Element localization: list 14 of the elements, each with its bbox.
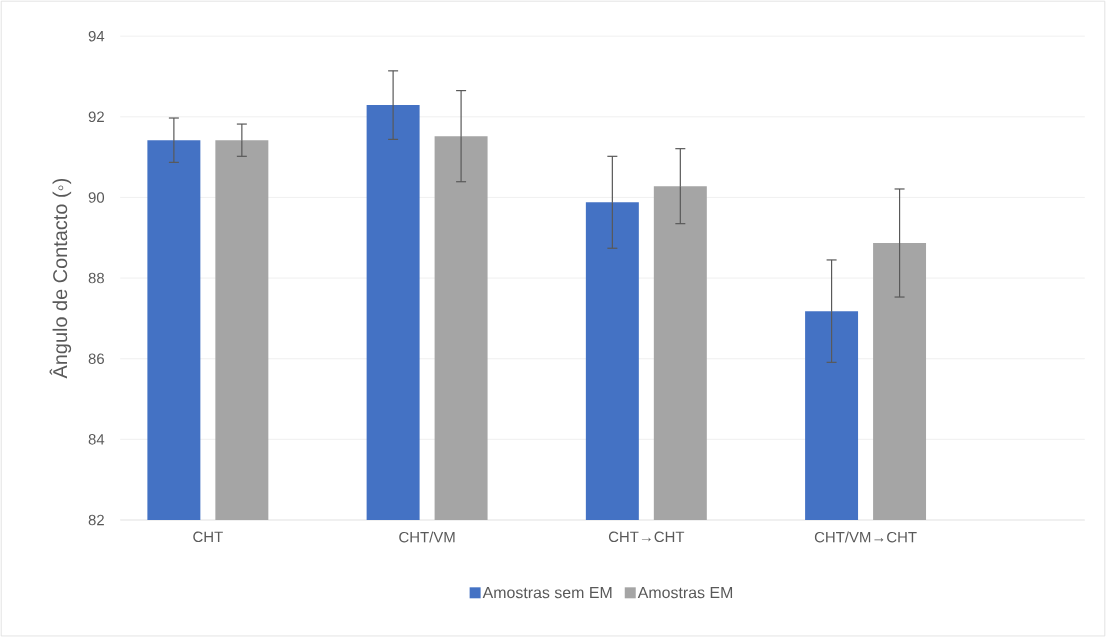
x-tick-label: CHT [193,531,223,543]
y-tick-label: 92 [88,111,104,123]
y-tick-label: 94 [88,30,105,42]
y-tick-label: 86 [88,353,104,364]
y-tick-label: 82 [88,514,104,526]
legend-label: Amostras sem EM [482,587,612,599]
y-tick-label: 84 [88,433,105,445]
y-tick-label: 88 [88,272,104,284]
x-tick-label: CHT→CHT [608,531,685,543]
x-tick-label: CHT/VM→CHT [814,531,917,543]
x-tick-label: CHT/VM [399,531,455,543]
legend-label: Amostras EM [637,587,733,599]
y-tick-label: 90 [88,192,105,203]
y-axis-title: Ângulo de Contacto (◦) [49,178,72,379]
